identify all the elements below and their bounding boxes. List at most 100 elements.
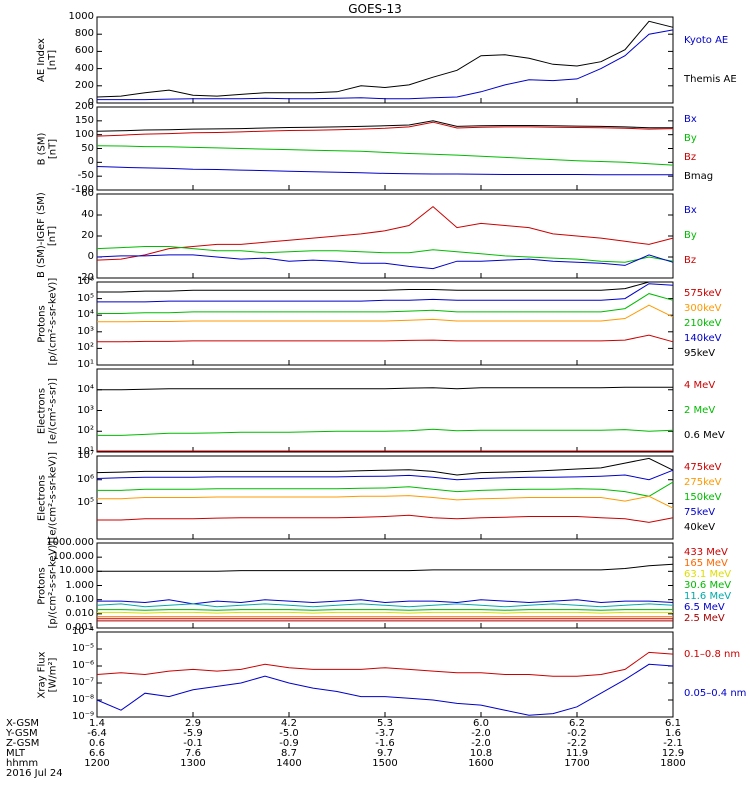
- legend-electrons_kev: 475keV: [684, 461, 722, 473]
- x-axis-value: 6.6: [89, 748, 105, 759]
- y-tick-label-bsm: 50: [81, 142, 94, 154]
- legend-bsm: Bmag: [684, 170, 714, 182]
- x-axis-value: -2.0: [471, 738, 491, 749]
- x-axis-value: 1500: [372, 758, 398, 769]
- series-line-bigrf-bz: [96, 205, 674, 261]
- legend-electrons_kev: 150keV: [684, 491, 722, 503]
- y-tick-label-ae: 200: [74, 79, 94, 91]
- y-tick-label-bsm: 0: [87, 156, 94, 168]
- x-axis-value: -0.2: [567, 728, 587, 739]
- panel-frame-ae: [96, 16, 674, 104]
- y-tick-label-electrons_mev: 10³: [77, 404, 94, 416]
- y-axis-label-line: [p/(cm²-s-sr-keV)]: [47, 277, 58, 365]
- series-line-protons_lo-575kev: [97, 334, 674, 343]
- y-axis-label-line: [W/m²]: [47, 657, 58, 692]
- x-axis-value: -5.9: [183, 728, 203, 739]
- legend-electrons_kev: 40keV: [684, 521, 716, 533]
- series-line-bigrf-by: [96, 246, 674, 263]
- y-tick-label-xray: 10⁻⁵: [71, 643, 94, 654]
- y-tick-label-ae: 600: [74, 45, 94, 57]
- series-line-protons_hi-6-5-mev: [97, 599, 674, 605]
- x-axis-value: 6.1: [665, 718, 681, 729]
- series-line-ae-themis-ae: [96, 20, 674, 98]
- x-axis-row-label: Y-GSM: [6, 728, 38, 739]
- panel-frame-bsm: [96, 106, 674, 191]
- y-axis-label-electrons_mev: Electrons [e/(cm²-s-sr)]: [36, 369, 60, 452]
- y-tick-label-electrons_mev: 10⁴: [77, 383, 94, 395]
- y-tick-label-protons_lo: 10³: [77, 325, 94, 337]
- y-axis-label-line: Electrons: [36, 387, 47, 434]
- legend-electrons_mev: 0.6 MeV: [684, 429, 725, 441]
- y-tick-label-bigrf: 60: [81, 188, 94, 199]
- legend-bsm: Bz: [684, 151, 697, 163]
- x-axis-value: 6.2: [569, 718, 585, 729]
- y-tick-label-ae: 800: [74, 28, 94, 40]
- y-tick-label-xray: 10⁻⁸: [71, 694, 94, 705]
- legend-electrons_mev: 2 MeV: [684, 404, 716, 416]
- x-axis-value: 7.6: [185, 748, 201, 759]
- x-axis-value: -2.0: [471, 728, 491, 739]
- x-axis-value: 11.9: [565, 748, 589, 759]
- legend-protons_hi: 63.1 MeV: [684, 568, 732, 580]
- series-line-protons_lo-210kev: [97, 293, 674, 314]
- legend-protons_lo: 95keV: [684, 347, 716, 359]
- series-line-bsm-by: [96, 145, 674, 166]
- y-axis-label-line: [e/(cm²-s-sr)]: [47, 377, 58, 444]
- y-tick-label-electrons_mev: 10²: [77, 425, 94, 437]
- y-tick-label-protons_hi: 1000.000: [46, 537, 94, 548]
- legend-bsm: Bx: [684, 114, 697, 126]
- y-tick-label-electrons_mev: 10¹: [77, 446, 94, 457]
- legend-bigrf: Bz: [684, 255, 697, 267]
- y-axis-label-protons_lo: Protons [p/(cm²-s-sr-keV)]: [36, 277, 60, 365]
- x-axis-value: -2.1: [663, 738, 683, 749]
- y-tick-label-bsm: 150: [74, 114, 94, 126]
- x-axis-value: -6.4: [87, 728, 107, 739]
- series-line-electrons_kev-40kev: [96, 457, 674, 476]
- panel-frame-protons_lo: [96, 281, 674, 366]
- plot-title: GOES-13: [348, 2, 402, 16]
- legend-electrons_kev: 75keV: [684, 506, 716, 518]
- legend-ae: Themis AE: [684, 73, 737, 85]
- x-axis-value: 2.9: [185, 718, 201, 729]
- series-line-electrons_kev-275kev: [97, 495, 674, 509]
- series-line-bigrf-bx: [96, 254, 674, 270]
- x-axis-value: 10.8: [469, 748, 493, 759]
- legend-protons_hi: 30.6 MeV: [684, 579, 732, 591]
- y-tick-label-xray: 10⁻⁶: [71, 660, 94, 671]
- y-tick-label-electrons_kev: 10⁵: [77, 497, 94, 509]
- panel-frame-electrons_mev: [96, 368, 674, 453]
- y-tick-label-electrons_kev: 10⁶: [77, 473, 94, 485]
- legend-xray: 0.05–0.4 nm: [684, 687, 747, 699]
- x-axis-value: 6.0: [473, 718, 489, 729]
- x-axis-row-label: MLT: [6, 748, 25, 759]
- y-tick-label-electrons_kev: 10⁷: [77, 450, 94, 461]
- legend-ae: Kyoto AE: [684, 34, 729, 46]
- legend-electrons_kev: 275keV: [684, 476, 722, 488]
- y-tick-label-bsm: -50: [77, 170, 94, 182]
- y-axis-label-xray: Xray Flux [W/m²]: [36, 632, 60, 717]
- y-tick-label-protons_lo: 10¹: [77, 359, 94, 370]
- series-line-electrons_kev-150kev: [97, 481, 674, 497]
- series-line-protons_hi-1-mev: [97, 563, 674, 572]
- x-axis-value: 12.9: [661, 748, 685, 759]
- x-axis-row-label: hhmm: [6, 758, 39, 769]
- x-axis-row-label: X-GSM: [6, 718, 40, 729]
- legend-xray: 0.1–0.8 nm: [684, 649, 741, 661]
- y-tick-label-xray: 10⁻⁷: [71, 677, 94, 688]
- y-tick-label-xray: 10⁻⁴: [71, 626, 94, 637]
- y-tick-label-protons_hi: 1.000: [65, 579, 94, 591]
- y-axis-label-line: [nT]: [47, 225, 58, 247]
- y-tick-label-ae: 0: [87, 97, 94, 108]
- y-tick-label-protons_hi: 10.000: [59, 565, 94, 577]
- legend-electrons_mev: 4 MeV: [684, 379, 716, 391]
- x-axis-value: 1.6: [665, 728, 681, 739]
- y-axis-label-ae: AE Index [nT]: [36, 17, 60, 103]
- y-axis-label-line: B (SM): [36, 132, 47, 165]
- y-tick-label-protons_hi: 0.010: [65, 607, 94, 619]
- x-axis-value: 8.7: [281, 748, 297, 759]
- series-line-protons_lo-300kev: [97, 304, 674, 323]
- y-axis-label-bsm: B (SM) [nT]: [36, 107, 60, 190]
- x-axis-value: -2.2: [567, 738, 587, 749]
- series-line-bsm-bx: [96, 166, 673, 176]
